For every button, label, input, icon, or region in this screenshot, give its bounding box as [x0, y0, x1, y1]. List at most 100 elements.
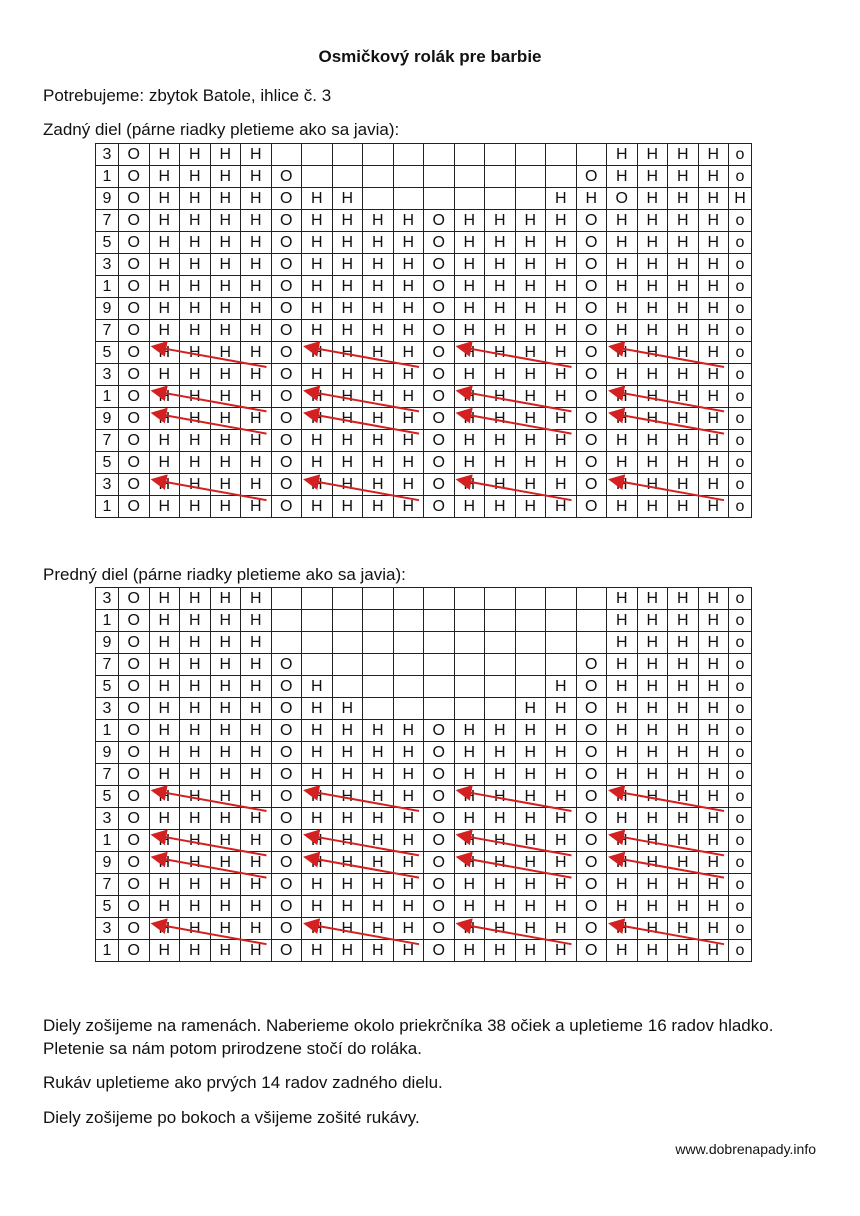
row-number: 9 [95, 297, 119, 320]
stitch-cell: o [728, 319, 752, 342]
stitch-cell: H [179, 895, 211, 918]
stitch-cell: H [331, 473, 363, 496]
stitch-cell: H [514, 451, 546, 474]
stitch-cell: H [179, 407, 211, 430]
stitch-cell: H [606, 495, 638, 518]
page-title: Osmičkový rolák pre barbie [318, 47, 542, 66]
stitch-cell: H [362, 917, 394, 940]
stitch-cell: H [453, 719, 485, 742]
stitch-cell [331, 143, 363, 166]
stitch-cell: H [148, 675, 180, 698]
stitch-cell: H [575, 187, 607, 210]
stitch-cell: H [240, 495, 272, 518]
stitch-cell: O [118, 297, 150, 320]
stitch-cell: O [270, 873, 302, 896]
stitch-cell: H [148, 187, 180, 210]
stitch-cell: H [514, 829, 546, 852]
stitch-cell: H [362, 939, 394, 962]
stitch-cell: H [179, 165, 211, 188]
stitch-cell: H [484, 895, 516, 918]
stitch-cell: H [301, 873, 333, 896]
stitch-cell: H [240, 341, 272, 364]
stitch-cell: o [728, 495, 752, 518]
stitch-cell: H [514, 341, 546, 364]
stitch-cell: H [362, 407, 394, 430]
stitch-cell: H [606, 873, 638, 896]
stitch-cell [453, 675, 485, 698]
stitch-cell: H [240, 653, 272, 676]
stitch-cell: H [392, 741, 424, 764]
stitch-cell: O [118, 363, 150, 386]
stitch-cell: H [362, 873, 394, 896]
stitch-cell: H [209, 165, 241, 188]
stitch-cell: H [179, 851, 211, 874]
stitch-cell: H [697, 187, 729, 210]
stitch-cell: H [392, 341, 424, 364]
stitch-cell: H [697, 631, 729, 654]
stitch-cell: H [484, 829, 516, 852]
stitch-cell: O [575, 363, 607, 386]
stitch-cell: H [636, 385, 668, 408]
stitch-cell: O [270, 719, 302, 742]
stitch-cell: H [697, 341, 729, 364]
stitch-cell: H [636, 451, 668, 474]
stitch-cell: O [575, 939, 607, 962]
row-number: 3 [95, 697, 119, 720]
stitch-cell: H [484, 231, 516, 254]
stitch-cell: H [179, 939, 211, 962]
stitch-cell: H [667, 165, 699, 188]
stitch-cell: H [697, 473, 729, 496]
stitch-cell: H [636, 785, 668, 808]
stitch-cell: H [209, 187, 241, 210]
stitch-cell: o [728, 363, 752, 386]
stitch-cell: O [575, 297, 607, 320]
stitch-cell: H [636, 763, 668, 786]
stitch-cell: O [270, 319, 302, 342]
stitch-cell: O [575, 385, 607, 408]
stitch-cell: H [209, 429, 241, 452]
stitch-cell: H [697, 741, 729, 764]
stitch-cell: O [118, 473, 150, 496]
stitch-cell: O [270, 407, 302, 430]
stitch-cell: H [484, 253, 516, 276]
stitch-cell: H [484, 341, 516, 364]
stitch-cell: O [118, 675, 150, 698]
stitch-cell: H [453, 785, 485, 808]
stitch-cell: H [514, 873, 546, 896]
stitch-cell: H [636, 187, 668, 210]
stitch-cell [423, 631, 455, 654]
stitch-cell: H [148, 829, 180, 852]
row-number: 1 [95, 719, 119, 742]
stitch-cell: H [331, 451, 363, 474]
row-number: 1 [95, 939, 119, 962]
stitch-cell: O [118, 253, 150, 276]
row-number: 5 [95, 451, 119, 474]
stitch-cell: O [423, 785, 455, 808]
stitch-cell: o [728, 719, 752, 742]
stitch-cell: H [148, 143, 180, 166]
stitch-cell: O [118, 231, 150, 254]
stitch-cell: H [209, 895, 241, 918]
stitch-cell: H [453, 851, 485, 874]
stitch-cell: H [179, 429, 211, 452]
stitch-cell: O [575, 319, 607, 342]
stitch-cell: O [575, 275, 607, 298]
stitch-cell: H [209, 763, 241, 786]
stitch-cell: H [636, 631, 668, 654]
stitch-cell: H [514, 363, 546, 386]
stitch-cell [423, 697, 455, 720]
stitch-cell: H [697, 451, 729, 474]
stitch-cell: H [606, 675, 638, 698]
stitch-cell: H [545, 895, 577, 918]
stitch-cell: H [667, 429, 699, 452]
stitch-cell: H [697, 253, 729, 276]
stitch-cell: H [240, 675, 272, 698]
stitch-cell: H [301, 385, 333, 408]
